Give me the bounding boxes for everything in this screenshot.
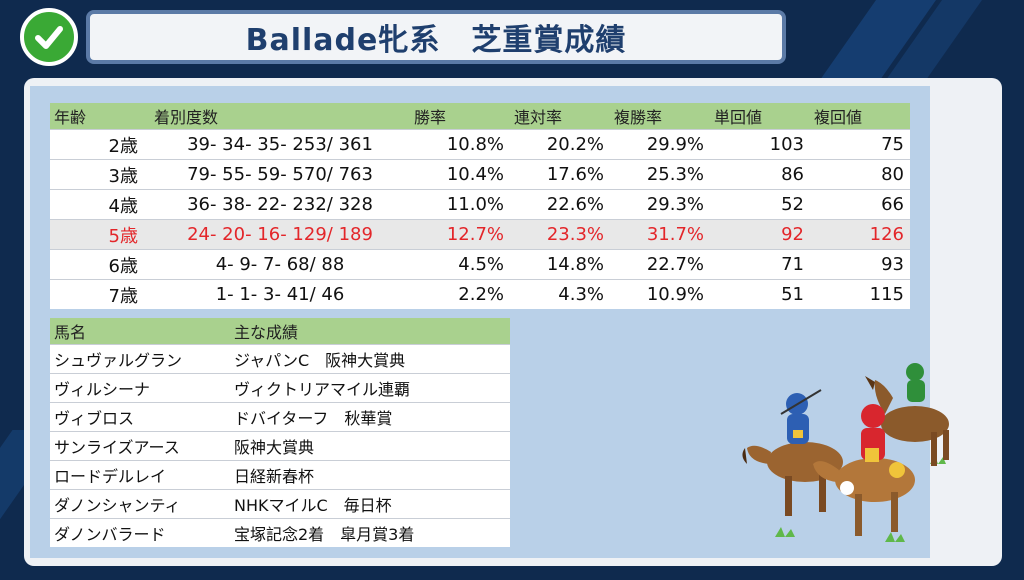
- racehorse-illustration: [742, 363, 949, 542]
- show-rate-cell: 29.3%: [610, 189, 710, 220]
- record-cell: 24- 20- 16- 129/ 189: [150, 219, 410, 250]
- record-cell: 36- 38- 22- 232/ 328: [150, 189, 410, 220]
- header-show-return: 複回値: [810, 103, 910, 130]
- horse-name-cell: ダノンシャンティ: [50, 489, 230, 519]
- win-return-cell: 86: [710, 159, 810, 190]
- record-cell: 79- 55- 59- 570/ 763: [150, 159, 410, 190]
- show-rate-cell: 22.7%: [610, 249, 710, 280]
- header-main-results: 主な成績: [230, 318, 510, 345]
- horse-results-table: 馬名 主な成績 シュヴァルグラン ジャパンC 阪神大賞典 ヴィルシーナ ヴィクト…: [50, 318, 510, 547]
- age-cell: 4歳: [50, 189, 150, 220]
- show-rate-cell: 10.9%: [610, 279, 710, 309]
- show-return-cell: 115: [810, 279, 910, 309]
- age-cell: 5歳: [50, 219, 150, 250]
- age-cell: 3歳: [50, 159, 150, 190]
- place-rate-cell: 23.3%: [510, 219, 610, 250]
- table-row: 7歳 1- 1- 3- 41/ 46 2.2% 4.3% 10.9% 51 11…: [50, 279, 910, 309]
- results-cell: ジャパンC 阪神大賞典: [230, 344, 510, 374]
- table-row-highlighted: 5歳 24- 20- 16- 129/ 189 12.7% 23.3% 31.7…: [50, 219, 910, 250]
- table-row: 6歳 4- 9- 7- 68/ 88 4.5% 14.8% 22.7% 71 9…: [50, 249, 910, 280]
- table-row: 3歳 79- 55- 59- 570/ 763 10.4% 17.6% 25.3…: [50, 159, 910, 190]
- header-place-rate: 連対率: [510, 103, 610, 130]
- table-row: 4歳 36- 38- 22- 232/ 328 11.0% 22.6% 29.3…: [50, 189, 910, 220]
- win-return-cell: 52: [710, 189, 810, 220]
- age-cell: 7歳: [50, 279, 150, 309]
- show-return-cell: 93: [810, 249, 910, 280]
- record-cell: 4- 9- 7- 68/ 88: [150, 249, 410, 280]
- age-stats-table: 年齢 着別度数 勝率 連対率 複勝率 単回値 複回値 2歳 39- 34- 35…: [50, 103, 910, 309]
- header-record: 着別度数: [150, 103, 410, 130]
- place-rate-cell: 22.6%: [510, 189, 610, 220]
- horse-name-cell: ヴィブロス: [50, 402, 230, 432]
- horse-name-cell: ロードデルレイ: [50, 460, 230, 490]
- horse-name-cell: ダノンバラード: [50, 518, 230, 547]
- page-title: Ballade牝系 芝重賞成績: [245, 23, 627, 58]
- win-return-cell: 71: [710, 249, 810, 280]
- table-row: ヴィルシーナ ヴィクトリアマイル連覇: [50, 373, 510, 403]
- table-row: シュヴァルグラン ジャパンC 阪神大賞典: [50, 344, 510, 374]
- results-cell: 日経新春杯: [230, 460, 510, 490]
- place-rate-cell: 14.8%: [510, 249, 610, 280]
- table-row: サンライズアース 阪神大賞典: [50, 431, 510, 461]
- check-icon: [20, 8, 78, 66]
- show-return-cell: 75: [810, 129, 910, 160]
- place-rate-cell: 17.6%: [510, 159, 610, 190]
- win-rate-cell: 10.8%: [410, 129, 510, 160]
- horse-name-cell: シュヴァルグラン: [50, 344, 230, 374]
- win-rate-cell: 4.5%: [410, 249, 510, 280]
- table-row: ダノンシャンティ NHKマイルC 毎日杯: [50, 489, 510, 519]
- place-rate-cell: 4.3%: [510, 279, 610, 309]
- win-return-cell: 92: [710, 219, 810, 250]
- win-rate-cell: 12.7%: [410, 219, 510, 250]
- win-rate-cell: 10.4%: [410, 159, 510, 190]
- table-row: ダノンバラード 宝塚記念2着 皐月賞3着: [50, 518, 510, 547]
- show-rate-cell: 25.3%: [610, 159, 710, 190]
- table-row: 2歳 39- 34- 35- 253/ 361 10.8% 20.2% 29.9…: [50, 129, 910, 160]
- header-win-rate: 勝率: [410, 103, 510, 130]
- results-cell: 阪神大賞典: [230, 431, 510, 461]
- table-row: ロードデルレイ 日経新春杯: [50, 460, 510, 490]
- header-age: 年齢: [50, 103, 150, 130]
- show-return-cell: 126: [810, 219, 910, 250]
- title-bar: Ballade牝系 芝重賞成績: [86, 10, 786, 64]
- results-cell: ドバイターフ 秋華賞: [230, 402, 510, 432]
- age-cell: 6歳: [50, 249, 150, 280]
- record-cell: 39- 34- 35- 253/ 361: [150, 129, 410, 160]
- win-rate-cell: 11.0%: [410, 189, 510, 220]
- show-return-cell: 80: [810, 159, 910, 190]
- table-row: ヴィブロス ドバイターフ 秋華賞: [50, 402, 510, 432]
- header-show-rate: 複勝率: [610, 103, 710, 130]
- show-return-cell: 66: [810, 189, 910, 220]
- win-return-cell: 103: [710, 129, 810, 160]
- stats-header-row: 年齢 着別度数 勝率 連対率 複勝率 単回値 複回値: [50, 103, 910, 130]
- place-rate-cell: 20.2%: [510, 129, 610, 160]
- show-rate-cell: 31.7%: [610, 219, 710, 250]
- show-rate-cell: 29.9%: [610, 129, 710, 160]
- win-rate-cell: 2.2%: [410, 279, 510, 309]
- age-cell: 2歳: [50, 129, 150, 160]
- header-win-return: 単回値: [710, 103, 810, 130]
- record-cell: 1- 1- 3- 41/ 46: [150, 279, 410, 309]
- header-horse-name: 馬名: [50, 318, 230, 345]
- results-cell: NHKマイルC 毎日杯: [230, 489, 510, 519]
- win-return-cell: 51: [710, 279, 810, 309]
- results-cell: ヴィクトリアマイル連覇: [230, 373, 510, 403]
- horses-header-row: 馬名 主な成績: [50, 318, 510, 345]
- horse-name-cell: サンライズアース: [50, 431, 230, 461]
- results-cell: 宝塚記念2着 皐月賞3着: [230, 518, 510, 547]
- horse-name-cell: ヴィルシーナ: [50, 373, 230, 403]
